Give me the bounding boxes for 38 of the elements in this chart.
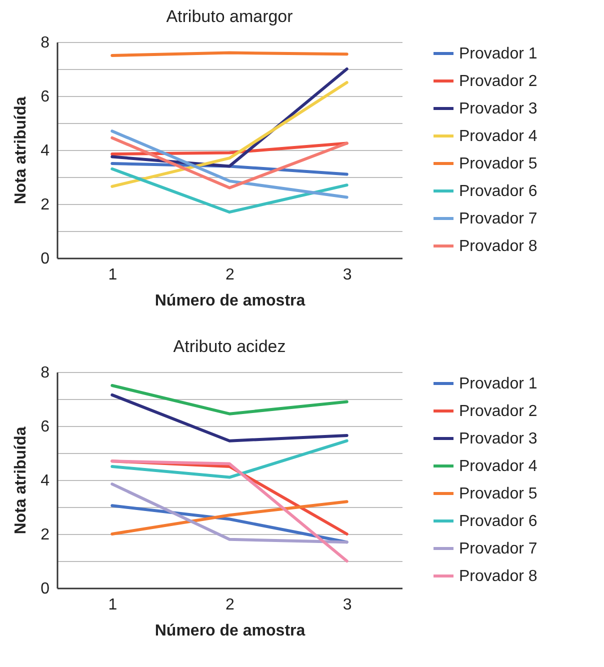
- y-tick-label: 4: [40, 472, 50, 490]
- y-axis-title: Nota atribuída: [12, 96, 30, 204]
- legend-label: Provador 5: [459, 156, 538, 172]
- y-tick-label: 0: [40, 250, 50, 268]
- legend-label: Provador 5: [459, 486, 538, 502]
- chart-title: Atributo amargor: [166, 7, 294, 26]
- y-tick-label: 6: [40, 88, 50, 106]
- x-tick-label: 2: [226, 596, 235, 614]
- legend-label: Provador 2: [459, 73, 538, 90]
- legend-label: Provador 7: [459, 540, 538, 558]
- x-tick-label: 3: [342, 266, 352, 284]
- x-axis-title: Número de amostra: [154, 622, 306, 640]
- legend-label: Provador 2: [459, 403, 538, 420]
- y-tick-label: 2: [40, 526, 50, 544]
- chart-title: Atributo acidez: [173, 337, 286, 356]
- y-tick-label: 6: [40, 418, 50, 436]
- legend-label: Provador 1: [459, 46, 538, 62]
- y-axis-title: Nota atribuída: [12, 426, 30, 534]
- y-tick-label: 2: [40, 196, 50, 214]
- legend-label: Provador 7: [459, 210, 538, 228]
- legend-label: Provador 4: [459, 458, 538, 475]
- y-tick-label: 4: [40, 142, 50, 160]
- x-tick-label: 2: [226, 266, 235, 284]
- legend-label: Provador 1: [459, 376, 538, 392]
- y-tick-label: 8: [40, 364, 50, 382]
- legend-label: Provador 4: [459, 128, 538, 145]
- x-tick-label: 1: [108, 596, 118, 614]
- x-axis-title: Número de amostra: [154, 292, 306, 310]
- legend-label: Provador 8: [459, 238, 538, 255]
- legend-label: Provador 6: [459, 183, 538, 200]
- legend-label: Provador 3: [459, 100, 538, 118]
- y-tick-label: 8: [40, 34, 50, 52]
- y-tick-label: 0: [40, 580, 50, 598]
- legend-label: Provador 3: [459, 430, 538, 448]
- legend-label: Provador 8: [459, 568, 538, 585]
- x-tick-label: 3: [342, 596, 352, 614]
- x-tick-label: 1: [108, 266, 118, 284]
- legend-label: Provador 6: [459, 513, 538, 530]
